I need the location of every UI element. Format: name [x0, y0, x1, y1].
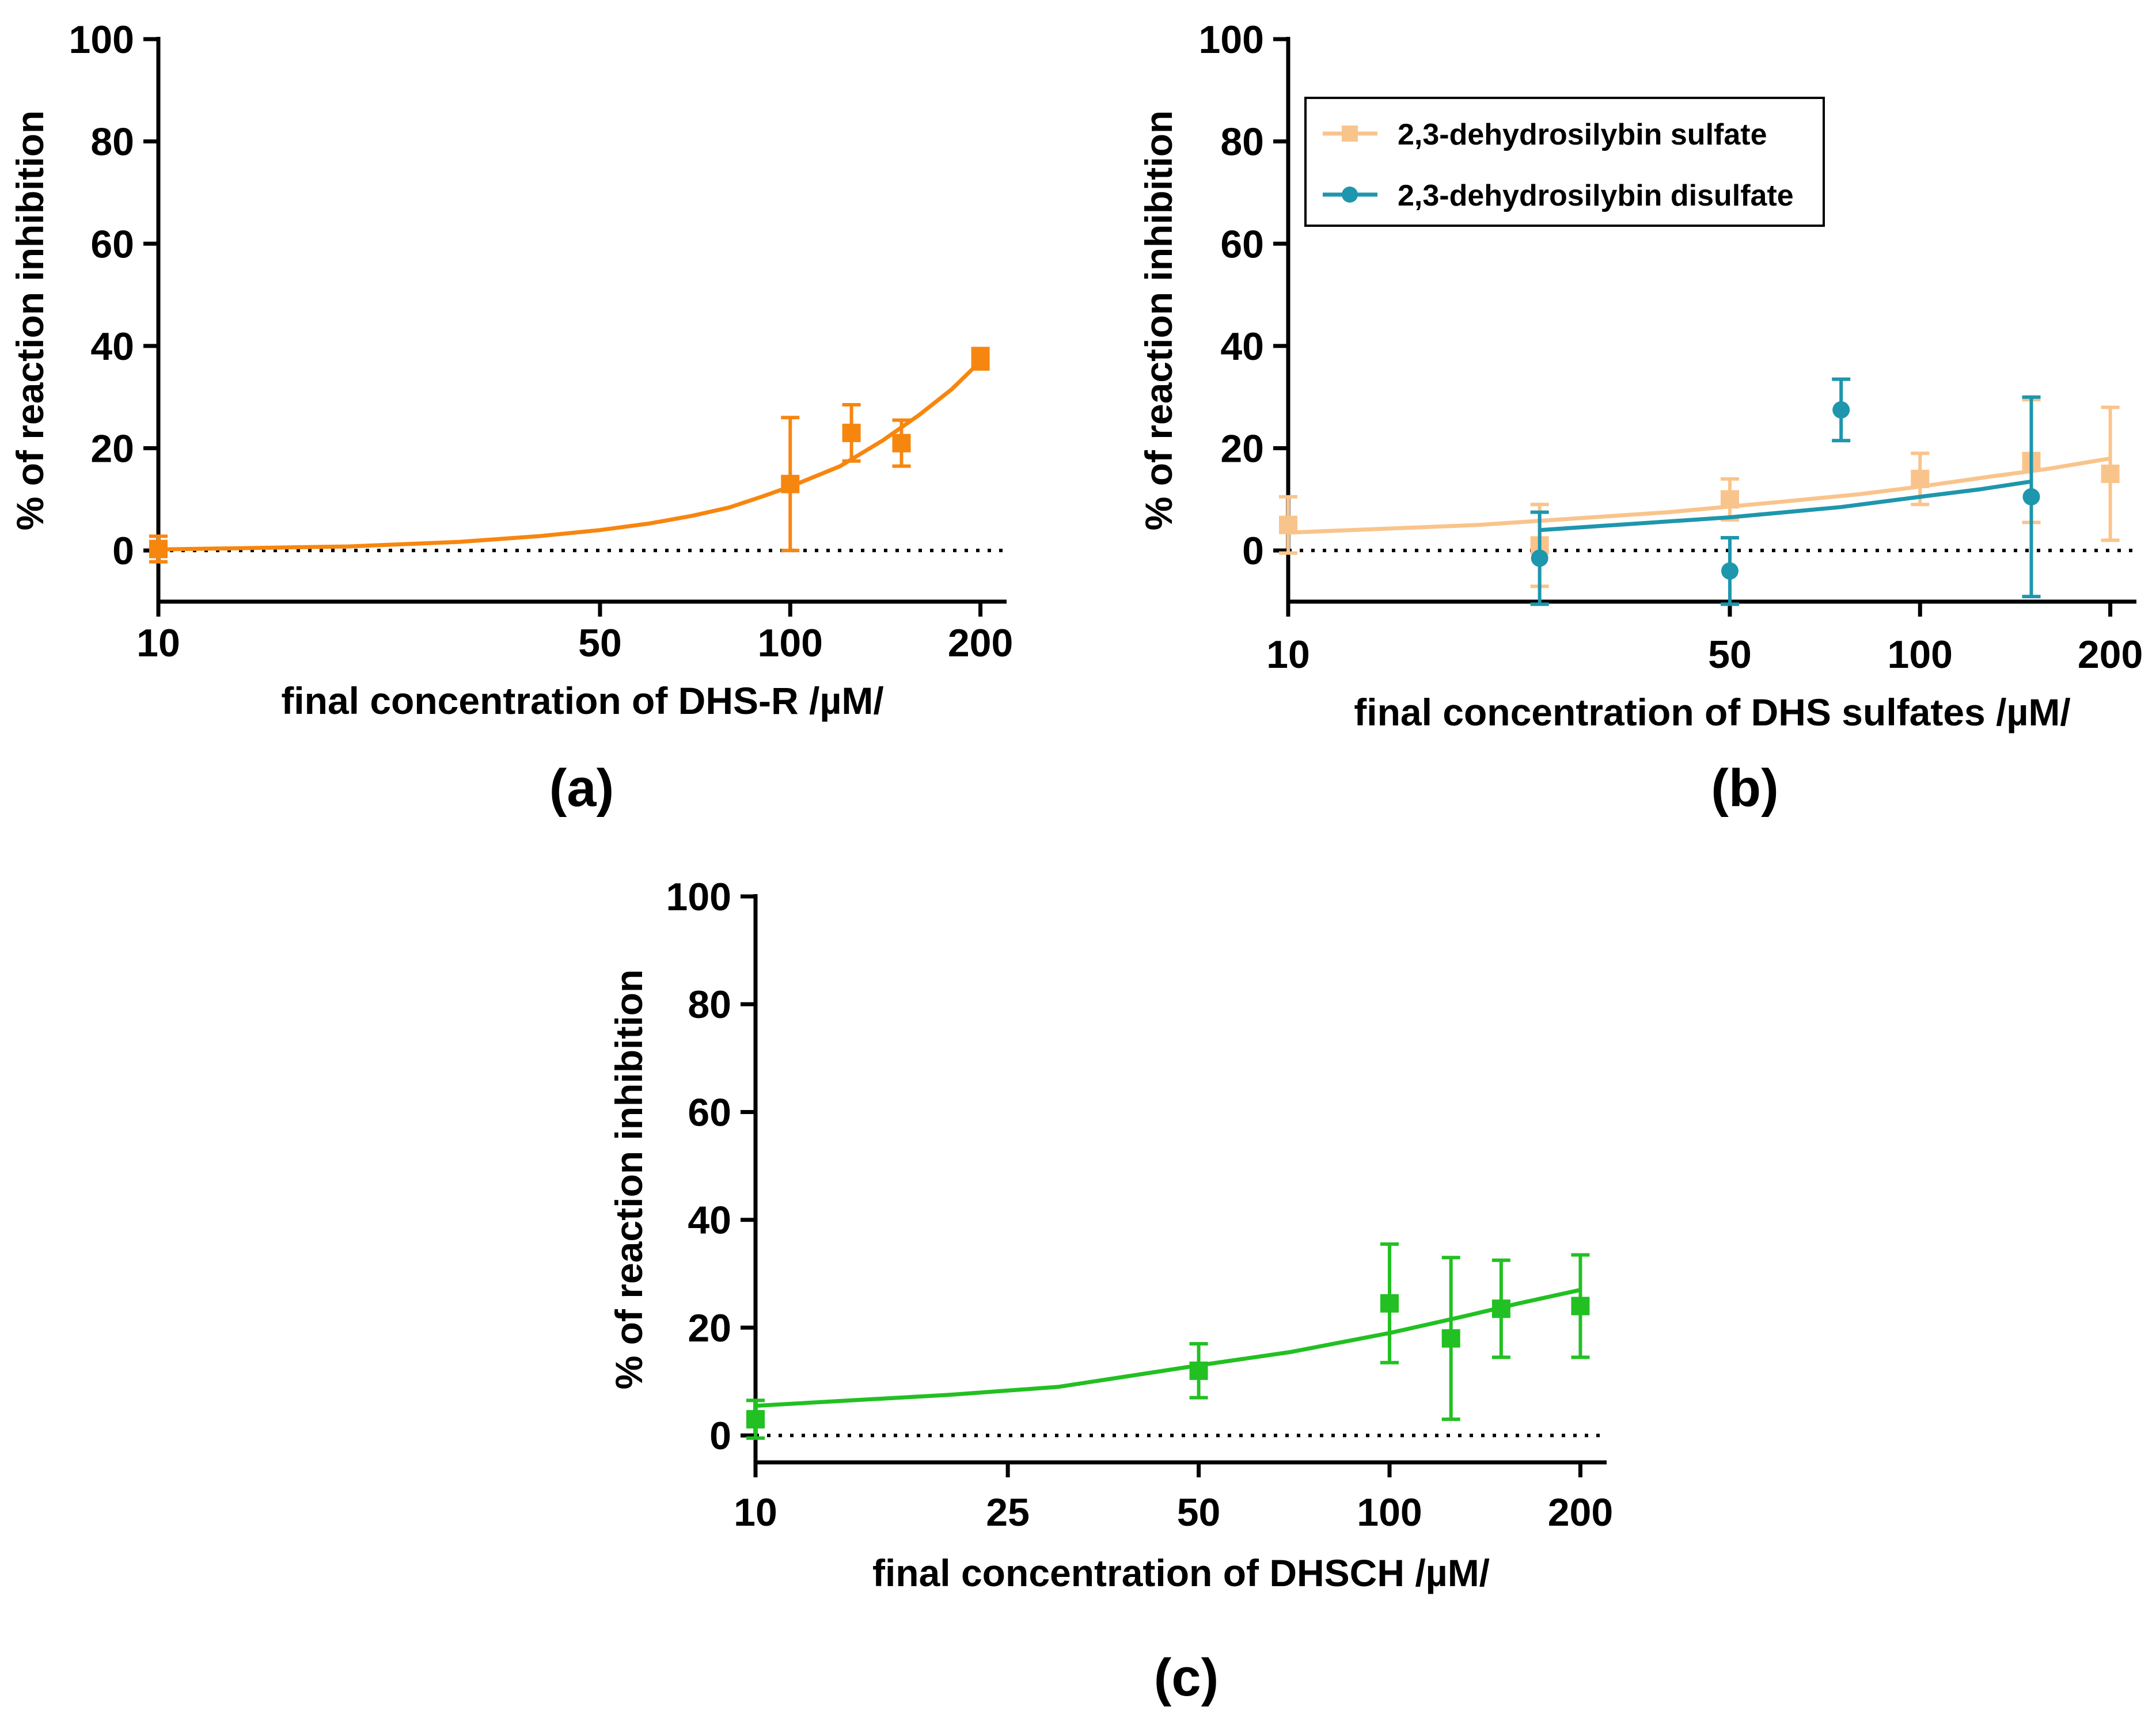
x-axis-label: final concentration of DHS-R /µM/ — [281, 679, 883, 722]
series-1 — [746, 1242, 1590, 1440]
data-point — [1571, 1297, 1590, 1316]
data-point — [1721, 562, 1739, 580]
series-2 — [1530, 377, 2041, 606]
fit-curve — [1288, 456, 2111, 535]
data-point — [1491, 1299, 1510, 1318]
x-tick-label: 50 — [578, 621, 622, 665]
data-point — [1832, 401, 1850, 419]
y-tick-label: 0 — [1242, 529, 1264, 573]
data-point — [1720, 490, 1739, 509]
data-point — [1279, 515, 1297, 534]
y-tick-label: 40 — [90, 325, 134, 368]
panel-label: (c) — [1154, 1648, 1219, 1707]
y-tick-label: 100 — [69, 18, 134, 62]
legend-entry: 2,3-dehydrosilybin disulfate — [1323, 179, 1794, 212]
y-tick-label: 40 — [688, 1199, 731, 1242]
x-axis-label: final concentration of DHS sulfates /µM/ — [1354, 691, 2071, 733]
data-point — [892, 434, 911, 453]
x-tick-label: 200 — [1548, 1491, 1613, 1534]
y-tick-label: 60 — [688, 1090, 731, 1134]
series-1 — [1279, 398, 2120, 588]
data-point — [842, 423, 861, 442]
x-tick-label: 50 — [1177, 1491, 1221, 1534]
legend-label: 2,3-dehydrosilybin disulfate — [1398, 179, 1794, 212]
legend: 2,3-dehydrosilybin sulfate 2,3-dehydrosil… — [1304, 97, 1825, 227]
data-point — [1189, 1361, 1208, 1380]
x-tick-label: 100 — [1888, 633, 1953, 676]
x-tick-label: 50 — [1708, 633, 1752, 676]
data-point — [1441, 1329, 1460, 1348]
y-tick-label: 60 — [1220, 222, 1264, 266]
data-point — [971, 349, 990, 368]
data-point — [149, 539, 168, 558]
x-tick-label: 100 — [1357, 1491, 1422, 1534]
panel-a: 0 20 40 60 80 100 10 50 100 200 final concentratio… — [9, 18, 1013, 818]
data-point — [746, 1410, 765, 1429]
legend-label: 2,3-dehydrosilybin sulfate — [1398, 118, 1767, 151]
fit-curve — [755, 1287, 1581, 1408]
data-point — [781, 474, 800, 493]
x-tick-label: 200 — [948, 621, 1013, 665]
fit-curve — [158, 360, 982, 552]
y-axis-label: % of reaction inhibition — [1137, 111, 1180, 531]
legend-swatch-marker — [1342, 126, 1358, 142]
panel-label: (b) — [1711, 759, 1778, 818]
y-tick-label: 0 — [709, 1414, 731, 1458]
panel-label: (a) — [549, 759, 614, 818]
y-tick-label: 80 — [688, 983, 731, 1027]
data-point — [1380, 1294, 1399, 1313]
y-axis-label: % of reaction inhibition — [9, 111, 51, 531]
data-point — [2101, 464, 2120, 483]
y-tick-label: 80 — [1220, 120, 1264, 164]
x-tick-label: 25 — [986, 1491, 1030, 1534]
y-tick-label: 20 — [90, 427, 134, 471]
x-tick-label: 10 — [136, 621, 180, 665]
data-point — [1911, 469, 1930, 488]
y-tick-label: 0 — [112, 529, 134, 573]
series-1 — [149, 347, 990, 564]
y-axis-label: % of reaction inhibition — [608, 970, 650, 1390]
x-tick-label: 10 — [734, 1491, 777, 1534]
y-tick-label: 20 — [1220, 427, 1264, 471]
legend-entry: 2,3-dehydrosilybin sulfate — [1323, 118, 1767, 151]
x-tick-label: 200 — [2078, 633, 2143, 676]
y-tick-label: 60 — [90, 222, 134, 266]
y-tick-label: 20 — [688, 1306, 731, 1350]
data-point — [1531, 549, 1548, 567]
y-tick-label: 80 — [90, 120, 134, 164]
panel-c: 0 20 40 60 80 100 10 25 50 100 200 final concentrat… — [608, 875, 1613, 1707]
data-point — [2022, 488, 2040, 505]
y-tick-label: 40 — [1220, 325, 1264, 368]
y-tick-label: 100 — [666, 875, 731, 919]
x-tick-label: 10 — [1266, 633, 1310, 676]
x-tick-label: 100 — [758, 621, 823, 665]
x-axis-label: final concentration of DHSCH /µM/ — [872, 1552, 1490, 1594]
y-tick-label: 100 — [1199, 18, 1264, 62]
legend-box — [1304, 97, 1825, 227]
fit-curve — [1539, 479, 2032, 533]
legend-swatch-marker — [1342, 187, 1358, 203]
